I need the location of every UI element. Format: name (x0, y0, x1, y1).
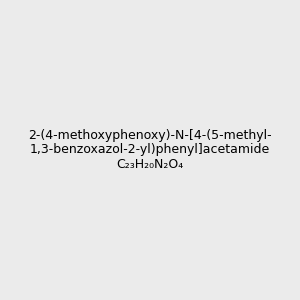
Text: 2-(4-methoxyphenoxy)-N-[4-(5-methyl-
1,3-benzoxazol-2-yl)phenyl]acetamide
C₂₃H₂₀: 2-(4-methoxyphenoxy)-N-[4-(5-methyl- 1,3… (28, 128, 272, 172)
